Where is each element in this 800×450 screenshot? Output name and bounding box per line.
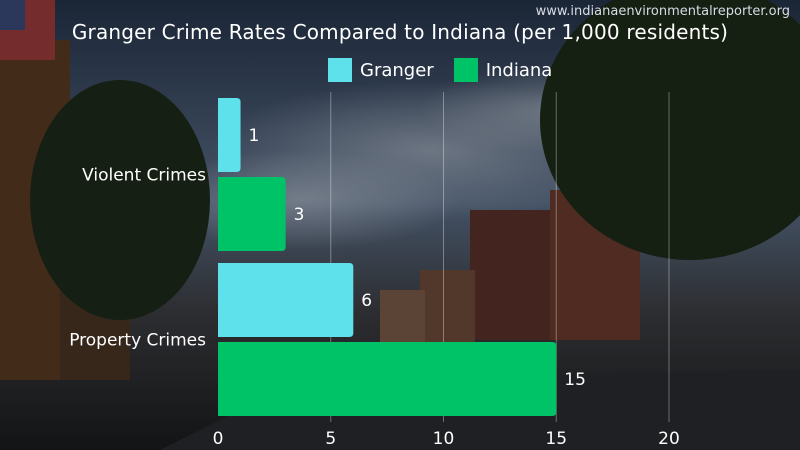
bar-value-label: 6 [361, 291, 372, 311]
category-label: Violent Crimes [82, 166, 206, 186]
bar-indiana-1 [218, 342, 557, 416]
x-tick-label: 5 [325, 429, 336, 449]
x-tick-label: 15 [545, 429, 567, 449]
bar-value-label: 15 [564, 370, 586, 390]
legend: Granger Indiana [328, 58, 572, 82]
legend-item-granger: Granger [328, 58, 434, 82]
bar-granger-1 [218, 263, 354, 337]
legend-swatch-granger [328, 58, 352, 82]
x-tick-label: 20 [658, 429, 680, 449]
source-label: www.indianaenvironmentalreporter.org [535, 4, 790, 19]
bar-granger-0 [218, 98, 241, 172]
legend-item-indiana: Indiana [453, 58, 553, 82]
bar-value-label: 1 [249, 126, 260, 146]
legend-swatch-indiana [453, 58, 478, 82]
legend-label-indiana: Indiana [485, 59, 553, 81]
category-label: Property Crimes [69, 331, 206, 351]
legend-label-granger: Granger [360, 59, 434, 81]
x-tick-label: 10 [433, 429, 455, 449]
x-tick-label: 0 [213, 429, 224, 449]
bar-indiana-0 [218, 177, 286, 251]
bar-value-label: 3 [294, 205, 305, 225]
chart-title: Granger Crime Rates Compared to Indiana … [71, 20, 729, 44]
